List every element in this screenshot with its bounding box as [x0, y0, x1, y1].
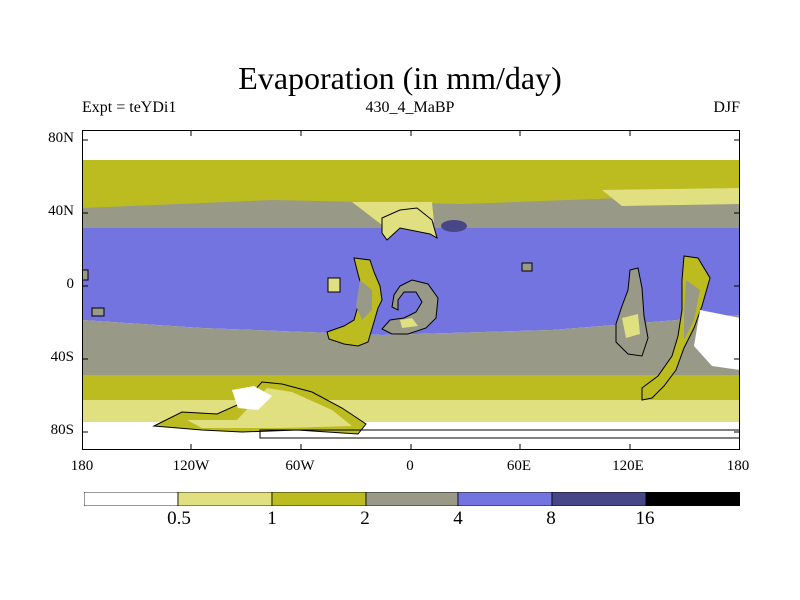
lon-label-180w: 180	[70, 458, 94, 474]
colorbar-label-2: 2	[360, 508, 370, 529]
colorbar-swatch-3	[365, 492, 459, 506]
lon-label-0: 0	[406, 458, 414, 474]
colorbar-label-16: 16	[635, 508, 655, 529]
lat-label-80s: 80S	[50, 422, 74, 438]
central-ring-continent-light	[400, 318, 418, 328]
small-island-2	[521, 262, 533, 272]
patch-north-light-2	[602, 188, 740, 206]
lon-label-120w: 120W	[172, 458, 210, 474]
southern-polar-continent-light	[187, 388, 352, 428]
lat-label-0: 0	[66, 276, 75, 292]
southern-polar-coast	[259, 429, 740, 439]
colorbar-swatch-4	[457, 492, 553, 506]
southeast-white-zone	[694, 310, 740, 370]
colorbar-label-1: 1	[267, 508, 277, 529]
eastern-continent-light	[622, 314, 640, 338]
small-island-3	[82, 269, 89, 281]
colorbar-label-0-5: 0.5	[167, 508, 191, 529]
colorbar-swatch-5	[551, 492, 647, 506]
evaporation-map	[82, 130, 740, 450]
lat-ticks	[82, 139, 740, 433]
lat-label-40s: 40S	[50, 349, 74, 365]
colorbar-swatch-0	[84, 492, 179, 506]
lon-label-60w: 60W	[285, 458, 315, 474]
colorbar-label-8: 8	[546, 508, 556, 529]
lon-label-180e: 180	[726, 458, 750, 474]
lon-ticks	[190, 130, 631, 450]
north-continent-fragment	[381, 207, 438, 241]
season-label: DJF	[713, 99, 740, 116]
colorbar-swatch-1	[177, 492, 273, 506]
lon-label-120e: 120E	[612, 458, 644, 474]
central-ring-continent	[381, 279, 439, 335]
western-island	[327, 277, 341, 293]
colorbar-swatch-2	[271, 492, 367, 506]
north-high-evap-patch	[441, 220, 467, 232]
lat-label-40n: 40N	[48, 203, 74, 219]
lon-label-60e: 60E	[506, 458, 532, 474]
colorbar-swatch-6	[645, 492, 740, 506]
southern-polar-inner-white	[232, 386, 272, 410]
colorbar-label-4: 4	[453, 508, 463, 529]
far-eastern-continent-interior	[684, 280, 700, 340]
small-island-1	[91, 307, 105, 317]
lat-label-80n: 80N	[48, 130, 74, 146]
map-canvas	[82, 130, 740, 450]
colorbar	[84, 492, 740, 506]
band-midlat-south	[82, 315, 740, 375]
experiment-label: Expt = teYDi1	[82, 99, 177, 116]
map-title: Evaporation (in mm/day)	[238, 60, 562, 96]
west-central-continent-interior	[356, 280, 372, 320]
period-label: 430_4_MaBP	[365, 99, 455, 116]
